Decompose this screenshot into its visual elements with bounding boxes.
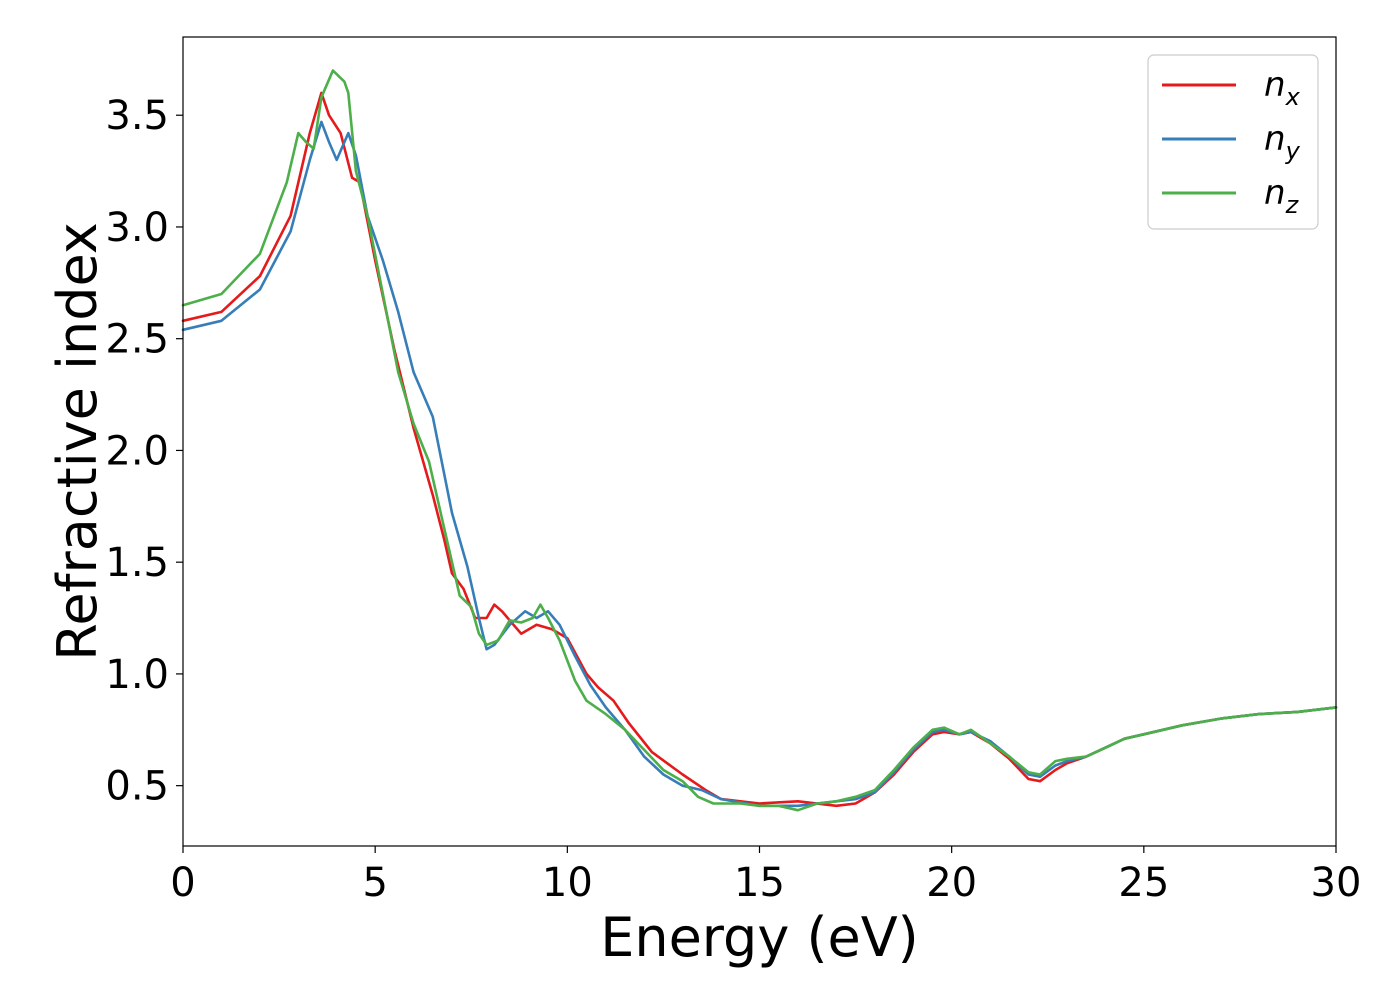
legend-label-base: n — [1264, 119, 1286, 159]
y-tick-label: 0.5 — [105, 764, 169, 810]
x-tick-label: 10 — [542, 860, 593, 906]
legend-label-subscript: x — [1285, 83, 1301, 111]
legend-label-base: n — [1264, 173, 1286, 213]
y-tick-label: 3.5 — [105, 93, 169, 139]
legend-label-base: n — [1264, 65, 1286, 105]
legend-label-subscript: y — [1285, 137, 1301, 165]
series-layer — [181, 69, 1338, 812]
y-tick-label: 2.0 — [105, 428, 169, 474]
x-tick-label: 5 — [362, 860, 387, 906]
x-tick-label: 20 — [926, 860, 977, 906]
y-axis: 0.5 1.0 1.5 2.0 2.5 3.0 3.5 — [105, 93, 183, 810]
y-tick-label: 3.0 — [105, 205, 169, 251]
legend-label-n_x: nx — [1264, 65, 1301, 111]
series-line-n_z — [181, 69, 1338, 812]
legend-label-subscript: z — [1285, 191, 1300, 219]
x-axis-title: Energy (eV) — [600, 906, 919, 969]
x-tick-label: 25 — [1118, 860, 1169, 906]
legend-label-n_y: ny — [1264, 119, 1301, 165]
x-tick-label: 30 — [1311, 860, 1362, 906]
x-tick-label: 15 — [734, 860, 785, 906]
y-tick-label: 1.5 — [105, 540, 169, 586]
legend-label-n_z: nz — [1264, 173, 1300, 219]
y-tick-label: 2.5 — [105, 317, 169, 363]
x-axis: 0 5 10 15 20 25 30 — [170, 846, 1361, 906]
y-tick-label: 1.0 — [105, 652, 169, 698]
legend-box — [1147, 54, 1319, 230]
y-axis-title: Refractive index — [46, 222, 109, 661]
x-tick-label: 0 — [170, 860, 195, 906]
